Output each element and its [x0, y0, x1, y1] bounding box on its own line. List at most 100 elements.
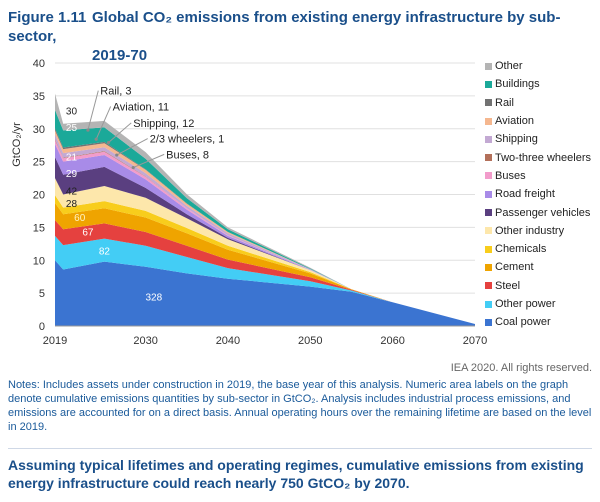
figure-conclusion: Assuming typical lifetimes and operating…	[8, 457, 584, 491]
legend-swatch	[485, 99, 492, 107]
legend-swatch	[485, 62, 492, 70]
legend-label: Coal power	[495, 316, 551, 329]
legend-item: Other industry	[485, 222, 591, 240]
legend-swatch	[485, 117, 492, 125]
area-value-label: 29	[66, 169, 78, 180]
area-value-label: 21	[66, 152, 78, 163]
area-value-label: 82	[99, 246, 111, 257]
x-tick-label: 2050	[298, 335, 322, 347]
x-tick-label: 2060	[380, 335, 404, 347]
legend-swatch	[485, 154, 492, 162]
legend-item: Other	[485, 57, 591, 75]
area-value-label: 25	[66, 123, 78, 134]
legend-swatch	[485, 80, 492, 88]
legend-label: Passenger vehicles	[495, 206, 591, 219]
area-coal-power	[55, 260, 475, 326]
y-tick-label: 0	[39, 321, 45, 333]
legend-item: Passenger vehicles	[485, 203, 591, 221]
y-tick-label: 35	[33, 91, 45, 103]
annotation-point	[131, 165, 135, 170]
legend-label: Buses	[495, 169, 526, 182]
area-steel	[55, 220, 475, 324]
y-tick-label: 5	[39, 288, 45, 300]
y-tick-label: 15	[33, 222, 45, 234]
legend-item: Other power	[485, 295, 591, 313]
x-tick-label: 2019	[43, 335, 67, 347]
legend-item: Shipping	[485, 130, 591, 148]
legend-swatch	[485, 209, 492, 217]
legend-swatch	[485, 245, 492, 253]
x-tick-label: 2030	[133, 335, 157, 347]
legend-item: Buses	[485, 167, 591, 185]
legend-item: Cement	[485, 258, 591, 276]
legend-swatch	[485, 135, 492, 143]
legend-label: Cement	[495, 261, 534, 274]
area-value-label: 67	[82, 227, 94, 238]
area-value-label: 30	[66, 106, 78, 117]
area-value-label: 42	[66, 187, 78, 198]
legend-swatch	[485, 263, 492, 271]
legend-item: Chemicals	[485, 240, 591, 258]
title-line-2: 2019-70	[92, 47, 148, 64]
annotation-leader	[108, 122, 132, 143]
area-chemicals	[55, 195, 475, 324]
y-tick-label: 25	[33, 157, 45, 169]
area-cement	[55, 203, 475, 324]
annotation-point	[115, 153, 119, 157]
annotation-leader	[116, 138, 148, 156]
legend-label: Rail	[495, 96, 514, 109]
legend-label: Other industry	[495, 224, 565, 237]
annotation-point	[94, 137, 98, 141]
y-tick-label: 20	[33, 190, 45, 202]
legend-swatch	[485, 190, 492, 198]
annotation-label: Shipping, 12	[133, 118, 194, 130]
legend-swatch	[485, 227, 492, 235]
annotation-label: Buses, 8	[166, 149, 209, 161]
legend-swatch	[485, 300, 492, 308]
copyright-credit: IEA 2020. All rights reserved.	[450, 362, 592, 374]
divider	[8, 448, 592, 449]
annotation-leader	[87, 90, 99, 131]
annotation-label: Aviation, 11	[113, 101, 169, 113]
annotation-label: 2/3 wheelers, 1	[150, 134, 225, 146]
area-value-label: 28	[66, 199, 78, 210]
x-tick-label: 2070	[463, 335, 487, 347]
legend-item: Rail	[485, 94, 591, 112]
legend-label: Road freight	[495, 188, 555, 201]
legend-item: Road freight	[485, 185, 591, 203]
x-tick-label: 2040	[216, 335, 240, 347]
legend-item: Steel	[485, 277, 591, 295]
area-other-industry	[55, 178, 475, 324]
legend-label: Aviation	[495, 115, 534, 128]
legend-label: Chemicals	[495, 243, 547, 256]
stacked-area-chart: 0 5 10 15 20 25 30 35 40 2019 2030 2040 2050 2060 2070…	[11, 58, 487, 347]
legend-swatch	[485, 282, 492, 290]
area-road-freight	[55, 143, 475, 324]
legend-label: Shipping	[495, 133, 538, 146]
figure-number: Figure 1.11	[8, 9, 87, 26]
legend-item: Aviation	[485, 112, 591, 130]
y-tick-label: 30	[33, 124, 45, 136]
legend-label: Buildings	[495, 78, 540, 91]
annotation-point	[86, 128, 90, 132]
legend-label: Two-three wheelers	[495, 151, 591, 164]
chart-legend: Other Buildings Rail Aviation Shipping Two-th…	[485, 57, 591, 331]
legend-item: Coal power	[485, 313, 591, 331]
figure-notes: Notes: Includes assets under constructio…	[8, 379, 592, 433]
legend-label: Other	[495, 60, 523, 73]
y-axis-label: GtCO₂/yr	[11, 122, 23, 167]
annotation-label: Rail, 3	[100, 86, 131, 98]
area-value-label: 328	[145, 292, 162, 303]
annotation-leader	[133, 153, 165, 169]
area-value-label: 60	[74, 213, 86, 224]
annotation-leader	[95, 106, 112, 140]
y-tick-label: 40	[33, 58, 45, 70]
legend-item: Buildings	[485, 75, 591, 93]
area-passenger-vehicles	[55, 157, 475, 324]
y-tick-label: 10	[33, 255, 45, 267]
legend-swatch	[485, 318, 492, 326]
area-other-power	[55, 235, 475, 324]
title-line-1: Global CO₂ emissions from existing energ…	[8, 9, 561, 45]
legend-label: Other power	[495, 298, 556, 310]
area-buildings	[55, 110, 475, 324]
